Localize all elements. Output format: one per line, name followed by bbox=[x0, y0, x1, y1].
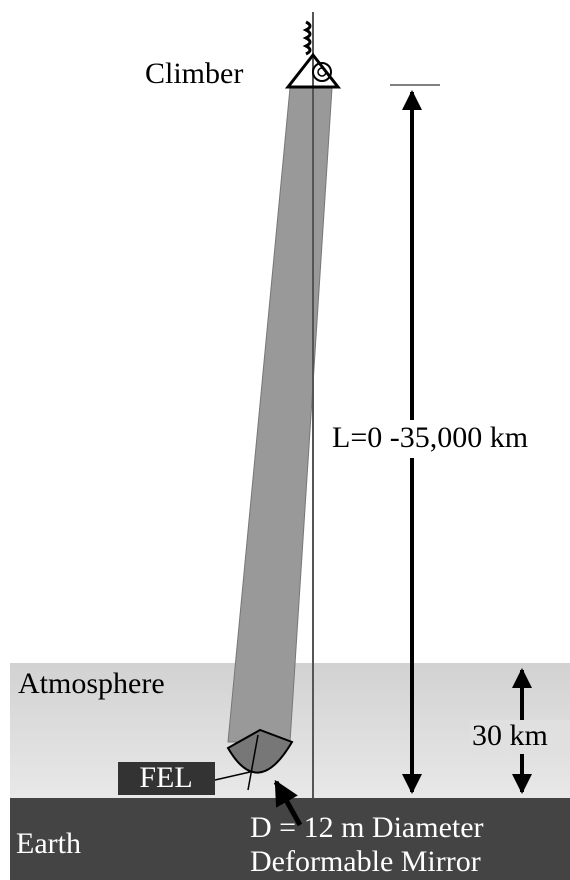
climber-coil bbox=[317, 67, 327, 77]
earth-label: Earth bbox=[16, 827, 81, 860]
mirror-label-2: Deformable Mirror bbox=[250, 845, 481, 878]
mirror bbox=[226, 728, 294, 774]
mirror-label-1: D = 12 m Diameter bbox=[250, 811, 484, 844]
length-label-bg bbox=[325, 420, 565, 458]
height-label: 30 km bbox=[472, 719, 548, 752]
mirror-pointer bbox=[273, 779, 303, 827]
laser-beam bbox=[227, 87, 333, 743]
climber-spring bbox=[302, 20, 312, 56]
fel-link bbox=[214, 771, 251, 781]
length-label: L=0 -35,000 km bbox=[332, 421, 528, 454]
climber-coil bbox=[312, 62, 332, 82]
fel-label: FEL bbox=[139, 761, 192, 794]
atmosphere-label: Atmosphere bbox=[18, 667, 165, 700]
mirror-mount bbox=[247, 734, 259, 791]
height-label-bg bbox=[470, 720, 570, 754]
fel-box bbox=[118, 762, 215, 795]
climber-label: Climber bbox=[145, 57, 243, 90]
